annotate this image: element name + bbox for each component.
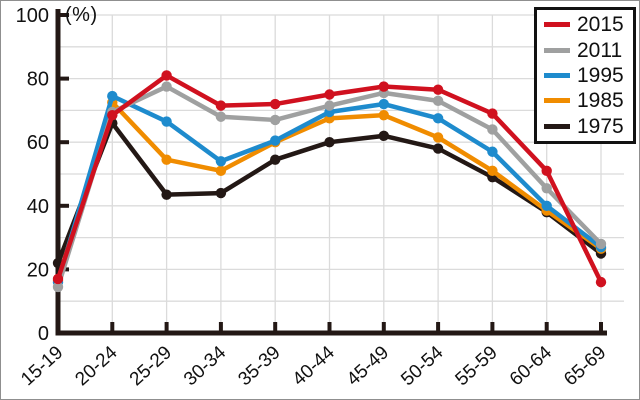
legend-item-1985: 1985 bbox=[544, 88, 633, 113]
legend-label: 2015 bbox=[577, 13, 624, 37]
legend-line-swatch bbox=[544, 72, 570, 78]
data-point-2011-15-19 bbox=[52, 281, 64, 293]
data-point-2015-60-64 bbox=[541, 165, 552, 177]
data-point-2015-50-54 bbox=[432, 84, 444, 95]
x-tick-label: 35-39 bbox=[234, 342, 284, 390]
legend-item-2015: 2015 bbox=[544, 12, 633, 37]
legend-item-2011: 2011 bbox=[544, 38, 633, 63]
data-point-1995-35-39 bbox=[270, 135, 281, 146]
x-tick-label: 50-54 bbox=[397, 342, 447, 390]
data-point-2015-35-39 bbox=[270, 98, 281, 110]
data-point-2015-65-69 bbox=[595, 276, 607, 288]
data-point-1975-25-29 bbox=[161, 189, 172, 200]
data-point-1975-50-54 bbox=[432, 143, 444, 154]
data-point-2015-30-34 bbox=[215, 100, 227, 111]
y-tick-label: 100 bbox=[16, 5, 49, 27]
data-point-2011-30-34 bbox=[215, 111, 227, 122]
legend-item-1995: 1995 bbox=[544, 63, 633, 88]
x-tick-label: 45-49 bbox=[343, 342, 393, 390]
data-point-1995-60-64 bbox=[541, 200, 552, 211]
data-point-1975-45-49 bbox=[378, 130, 389, 142]
data-point-2011-65-69 bbox=[595, 238, 607, 250]
data-point-2011-35-39 bbox=[270, 114, 281, 126]
x-tick-label: 65-69 bbox=[560, 342, 610, 390]
y-axis-unit-label: (%) bbox=[65, 4, 98, 26]
y-tick-label: 60 bbox=[27, 132, 49, 154]
data-point-1975-30-34 bbox=[215, 187, 227, 199]
legend: 2015 2011 1995 1985 1975 bbox=[534, 7, 636, 144]
data-point-2015-40-44 bbox=[324, 89, 335, 100]
data-point-1985-30-34 bbox=[215, 165, 227, 177]
data-point-2011-40-44 bbox=[324, 100, 335, 111]
x-tick-label: 30-34 bbox=[180, 342, 230, 390]
y-tick-label: 80 bbox=[27, 69, 49, 91]
x-tick-label: 25-29 bbox=[126, 342, 176, 390]
data-point-1995-50-54 bbox=[432, 113, 444, 124]
y-tick-label: 20 bbox=[27, 259, 49, 281]
data-point-2015-15-19 bbox=[52, 273, 64, 285]
data-point-1975-40-44 bbox=[324, 137, 335, 148]
legend-line-swatch bbox=[544, 123, 570, 129]
data-point-2011-60-64 bbox=[541, 183, 552, 194]
y-tick-label: 0 bbox=[38, 323, 49, 345]
x-tick-label: 60-64 bbox=[506, 342, 556, 390]
legend-item-1975: 1975 bbox=[544, 114, 633, 139]
data-point-2015-20-24 bbox=[107, 109, 118, 121]
data-point-1985-55-59 bbox=[487, 165, 498, 177]
legend-label: 2011 bbox=[577, 38, 623, 62]
legend-label: 1975 bbox=[577, 114, 624, 138]
x-tick-label: 55-59 bbox=[452, 342, 502, 390]
legend-label: 1985 bbox=[577, 89, 624, 113]
data-point-1995-30-34 bbox=[215, 156, 227, 167]
data-point-2011-50-54 bbox=[432, 95, 444, 107]
data-point-1985-45-49 bbox=[378, 109, 389, 121]
data-point-1995-25-29 bbox=[161, 116, 172, 127]
data-point-2015-55-59 bbox=[487, 108, 498, 119]
data-point-1985-25-29 bbox=[161, 154, 172, 165]
y-tick-label: 40 bbox=[27, 196, 49, 218]
legend-line-swatch bbox=[544, 22, 570, 28]
legend-label: 1995 bbox=[577, 63, 624, 87]
data-point-1995-55-59 bbox=[487, 146, 498, 157]
data-point-1975-35-39 bbox=[270, 154, 281, 165]
data-point-1995-45-49 bbox=[378, 98, 389, 110]
data-point-2011-55-59 bbox=[487, 124, 498, 135]
x-tick-label: 20-24 bbox=[71, 342, 121, 390]
x-tick-label: 40-44 bbox=[289, 342, 339, 390]
data-point-2011-25-29 bbox=[161, 81, 172, 92]
legend-line-swatch bbox=[544, 47, 570, 53]
data-point-2015-45-49 bbox=[378, 81, 389, 92]
data-point-2015-25-29 bbox=[161, 70, 172, 81]
data-point-1995-20-24 bbox=[107, 90, 118, 102]
x-tick-label: 15-19 bbox=[17, 342, 67, 390]
data-point-1985-50-54 bbox=[432, 132, 444, 143]
legend-line-swatch bbox=[544, 98, 570, 104]
